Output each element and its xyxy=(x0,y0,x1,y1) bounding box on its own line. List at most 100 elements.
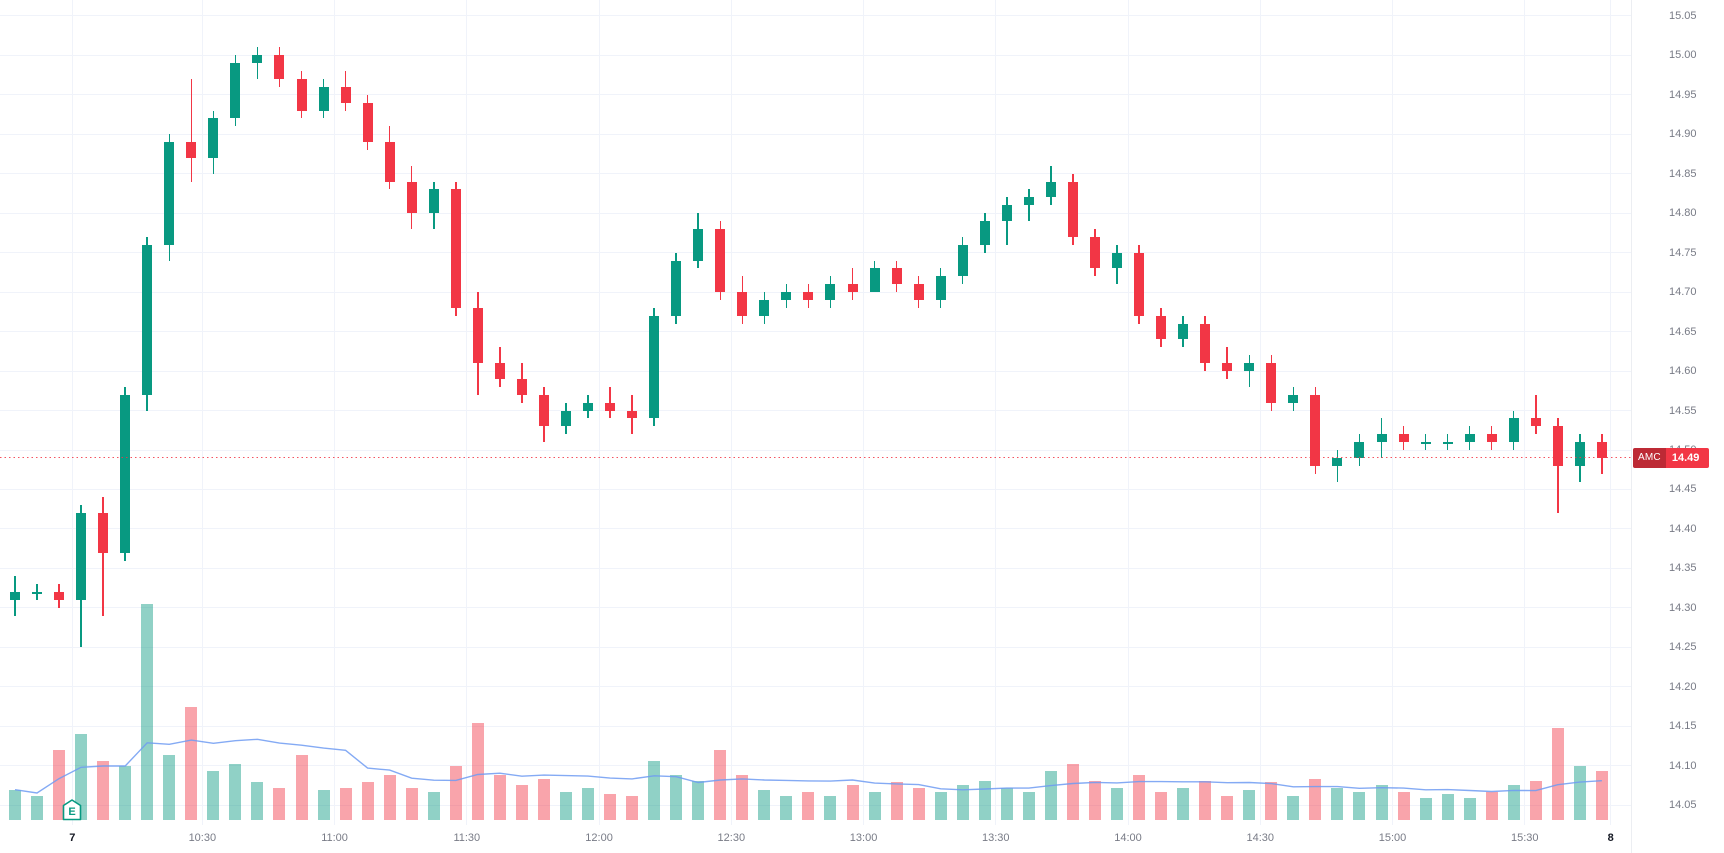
candle-body xyxy=(1156,315,1167,340)
volume-bar xyxy=(1243,789,1256,820)
volume-bar xyxy=(427,791,440,820)
candle-wick xyxy=(1336,450,1339,482)
price-axis-label: 15.05 xyxy=(1669,9,1697,22)
price-axis-label: 14.90 xyxy=(1669,128,1697,141)
candle-body xyxy=(252,55,263,64)
candle-body xyxy=(627,410,638,419)
candle-body xyxy=(296,78,307,111)
candle-body xyxy=(1134,252,1145,316)
plot-area[interactable]: E xyxy=(0,0,1631,825)
volume-bar xyxy=(824,796,837,820)
candle-body xyxy=(605,402,616,411)
candle-body xyxy=(913,284,924,300)
candle-body xyxy=(715,228,726,293)
price-label-badge: AMC 14.49 xyxy=(1633,447,1709,468)
vertical-gridline xyxy=(1392,0,1394,825)
volume-bar xyxy=(1177,787,1190,820)
price-axis-label: 14.65 xyxy=(1669,325,1697,338)
volume-bar xyxy=(1375,785,1388,820)
volume-bar xyxy=(934,791,947,820)
time-axis[interactable]: 7 10:30 11:00 11:30 12:00 12:30 13:00 13:30 14:0… xyxy=(0,825,1631,853)
candle-body xyxy=(869,268,880,293)
price-axis-label: 14.45 xyxy=(1669,483,1697,496)
candle-body xyxy=(472,307,483,364)
candle-body xyxy=(891,268,902,285)
volume-bar xyxy=(604,794,617,820)
price-axis-label: 14.75 xyxy=(1669,246,1697,259)
price-axis[interactable]: AMC 14.49 15.05 15.00 14.95 14.90 14.85 14.80… xyxy=(1631,0,1724,853)
candle-wick xyxy=(1226,347,1228,379)
candle-body xyxy=(1464,434,1475,443)
time-axis-label: 13:00 xyxy=(849,832,878,844)
candle-body xyxy=(935,276,946,300)
candle-body xyxy=(1530,418,1541,427)
volume-bar xyxy=(8,789,21,820)
horizontal-gridline xyxy=(0,567,1631,569)
horizontal-gridline xyxy=(0,94,1631,96)
candle-body xyxy=(1508,418,1519,443)
volume-bar xyxy=(1353,791,1366,820)
price-axis-label: 14.55 xyxy=(1669,404,1697,417)
volume-bar xyxy=(1397,791,1410,820)
candle-wick xyxy=(190,78,193,182)
volume-bar xyxy=(1287,796,1300,820)
volume-bar xyxy=(1463,798,1476,820)
candle-body xyxy=(1089,236,1100,269)
volume-bar xyxy=(1485,791,1498,820)
time-axis-label: 11:00 xyxy=(321,832,348,844)
vertical-gridline xyxy=(1259,0,1261,825)
vertical-gridline xyxy=(863,0,865,825)
vertical-gridline xyxy=(730,0,732,825)
candle-wick xyxy=(1006,197,1008,245)
candle-body xyxy=(1067,181,1078,237)
candle-body xyxy=(1398,434,1409,443)
horizontal-gridline xyxy=(0,528,1631,530)
candle-body xyxy=(1222,363,1233,372)
time-axis-label: 10:30 xyxy=(188,832,217,844)
volume-bar xyxy=(846,785,859,820)
candle-body xyxy=(1178,323,1189,340)
price-axis-label: 14.15 xyxy=(1669,720,1697,733)
vertical-gridline xyxy=(201,0,203,825)
volume-bar xyxy=(1507,785,1520,820)
candle-body xyxy=(98,513,109,553)
candle-body xyxy=(1596,442,1607,458)
volume-bar xyxy=(868,791,881,820)
candle-body xyxy=(1244,363,1255,372)
vertical-gridline xyxy=(1127,0,1129,825)
candle-body xyxy=(1200,323,1211,364)
volume-bar xyxy=(1441,794,1454,820)
candle-body xyxy=(494,363,505,379)
volume-bar xyxy=(273,787,286,820)
candle-body xyxy=(1486,434,1497,443)
candle-body xyxy=(649,315,660,419)
candle-body xyxy=(318,86,329,111)
earnings-icon: E xyxy=(62,799,82,821)
price-line xyxy=(0,457,1631,459)
volume-bar xyxy=(1155,791,1168,820)
candle-body xyxy=(76,513,87,600)
volume-bar xyxy=(317,789,330,820)
volume-bar xyxy=(515,785,528,820)
candle-body xyxy=(781,292,792,300)
horizontal-gridline xyxy=(0,252,1631,254)
vertical-gridline xyxy=(1610,0,1612,825)
candle-body xyxy=(1023,197,1034,206)
candle-body xyxy=(737,292,748,316)
candle-body xyxy=(1045,181,1056,198)
earnings-marker[interactable]: E xyxy=(62,799,82,821)
horizontal-gridline xyxy=(0,133,1631,135)
vertical-gridline xyxy=(466,0,468,825)
badge-price: 14.49 xyxy=(1671,451,1700,464)
badge-symbol: AMC xyxy=(1633,447,1666,468)
candle-body xyxy=(362,102,373,143)
candle-body xyxy=(583,402,594,411)
time-axis-label: 13:30 xyxy=(982,832,1010,844)
price-axis-label: 15.00 xyxy=(1669,49,1697,62)
candle-body xyxy=(340,86,351,103)
vertical-gridline xyxy=(995,0,997,825)
price-axis-label: 14.35 xyxy=(1669,562,1697,575)
volume-bar xyxy=(956,785,969,820)
candle-body xyxy=(825,284,836,300)
time-axis-label: 15:30 xyxy=(1510,832,1539,844)
